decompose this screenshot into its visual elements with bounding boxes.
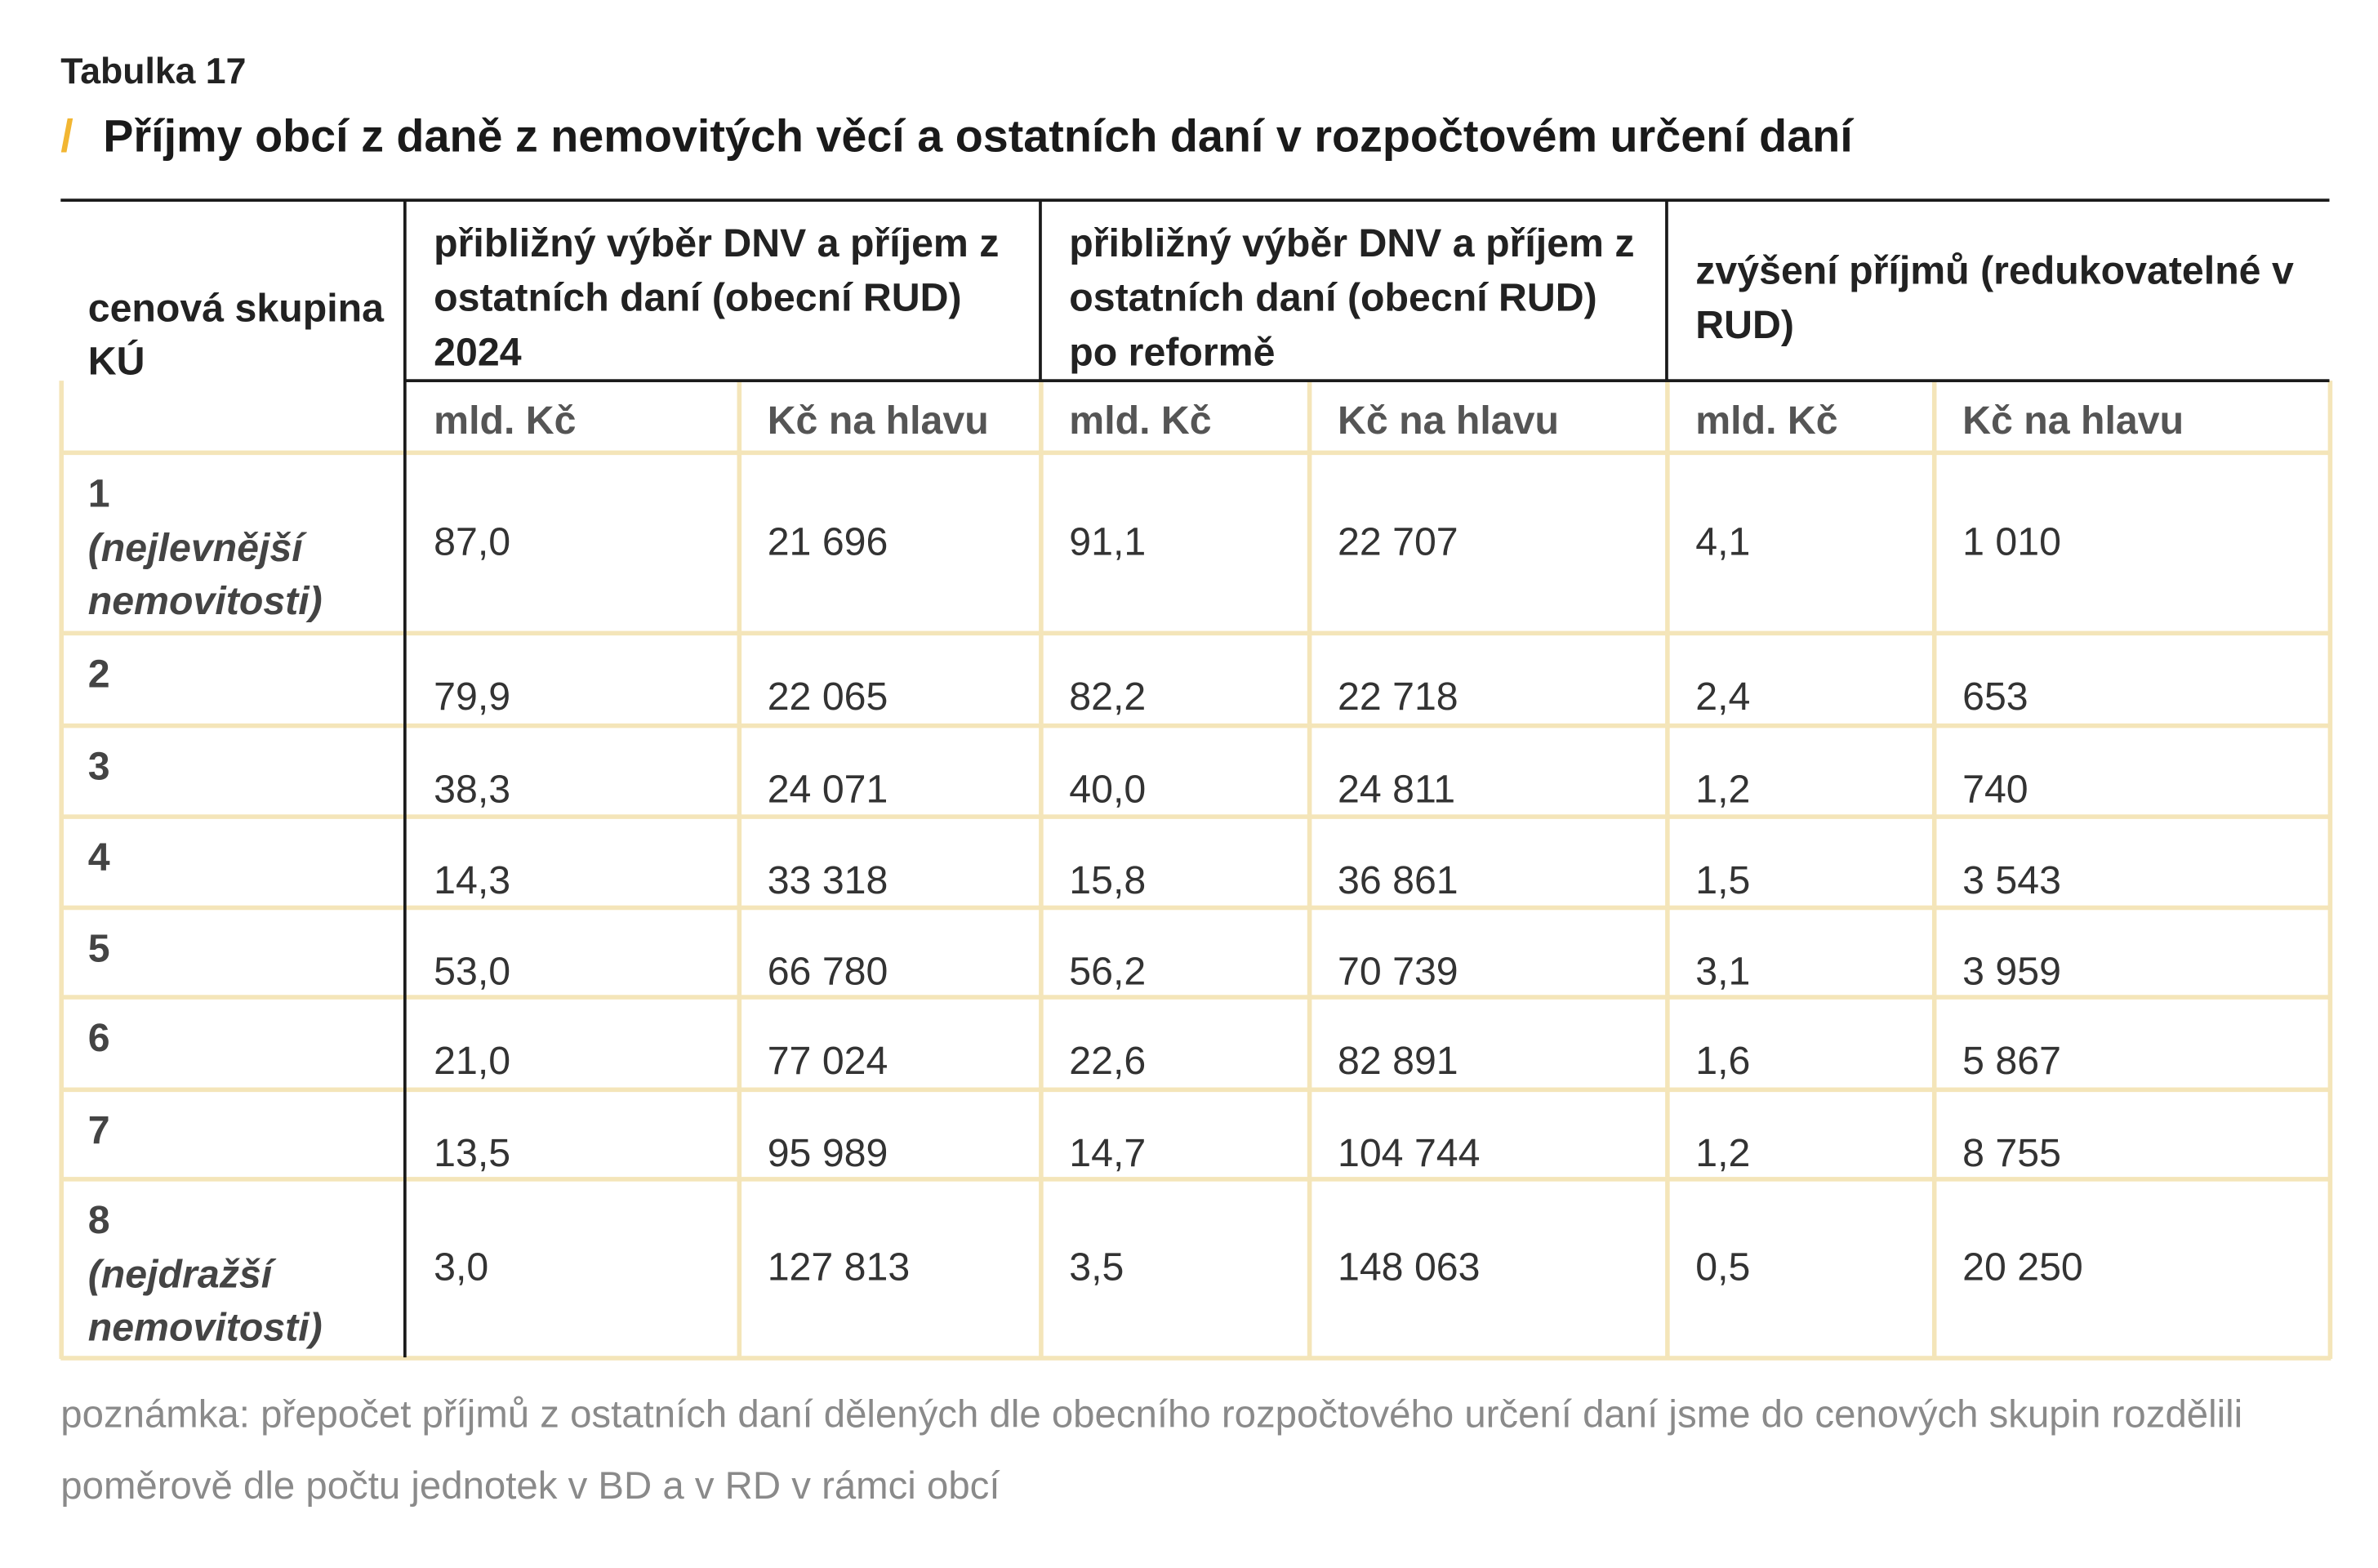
cell: 22 065: [767, 673, 888, 719]
cell: 127 813: [767, 1243, 911, 1290]
rule: [58, 381, 64, 1359]
cell: 148 063: [1337, 1243, 1481, 1290]
cell: 14,7: [1069, 1129, 1147, 1176]
rule: [1931, 381, 1936, 1359]
cell: 53,0: [434, 947, 511, 994]
cell: 21,0: [434, 1037, 511, 1083]
rule: [60, 198, 2330, 202]
cell: 87,0: [434, 518, 511, 564]
cell: 22 718: [1337, 673, 1458, 719]
rule: [60, 904, 2331, 910]
rule: [404, 379, 2330, 382]
cell: 91,1: [1069, 518, 1147, 564]
rule: [1665, 200, 1668, 381]
cell: 1,2: [1695, 765, 1751, 812]
cell: 0,5: [1695, 1243, 1751, 1290]
row-desc: (nejlevnější nemovitosti): [87, 524, 323, 624]
row-group: 1: [87, 470, 110, 516]
cell: 95 989: [767, 1129, 888, 1176]
group-header: přibližný výběr DNV a příjem z ostatních…: [434, 220, 1000, 375]
table-label: Tabulka 17: [60, 51, 247, 93]
rule: [60, 1086, 2331, 1092]
rule: [403, 200, 407, 1358]
cell: 3 959: [1962, 947, 2061, 994]
cell: 22,6: [1069, 1037, 1147, 1083]
cell: 15,8: [1069, 857, 1147, 902]
cell: 8 755: [1962, 1129, 2061, 1176]
cell: 24 811: [1337, 765, 1456, 812]
cell: 22 707: [1337, 518, 1458, 564]
rule: [60, 449, 2331, 455]
cell: 1,2: [1695, 1129, 1751, 1176]
subheader: mld. Kč: [1069, 397, 1212, 443]
cell: 36 861: [1337, 857, 1458, 902]
group-header: přibližný výběr DNV a příjem z ostatních…: [1069, 220, 1635, 375]
cell: 740: [1962, 765, 2028, 812]
subheader: mld. Kč: [1695, 397, 1838, 443]
row-group: 8: [87, 1196, 110, 1242]
rule: [60, 994, 2331, 999]
row-group: 4: [87, 834, 110, 880]
subheader: Kč na hlavu: [767, 397, 989, 443]
subheader: Kč na hlavu: [1962, 397, 2184, 443]
cell: 33 318: [767, 857, 888, 902]
cell: 5 867: [1962, 1037, 2061, 1083]
cell: 14,3: [434, 857, 511, 902]
cell: 104 744: [1337, 1129, 1481, 1176]
cell: 24 071: [767, 765, 888, 812]
rule: [60, 1176, 2331, 1181]
cell: 79,9: [434, 673, 511, 719]
rule: [60, 630, 2331, 635]
cell: 1 010: [1962, 518, 2061, 564]
cell: 1,6: [1695, 1037, 1751, 1083]
cell: 77 024: [767, 1037, 888, 1083]
row-group: 3: [87, 742, 110, 789]
subheader: Kč na hlavu: [1337, 397, 1559, 443]
corner-header: cenová skupina KÚ: [87, 285, 384, 384]
cell: 13,5: [434, 1129, 511, 1176]
cell: 56,2: [1069, 947, 1147, 994]
cell: 38,3: [434, 765, 511, 812]
cell: 1,5: [1695, 857, 1751, 902]
rule: [60, 1355, 2331, 1360]
group-header: zvýšení příjmů (redukovatelné v RUD): [1695, 247, 2294, 348]
cell: 4,1: [1695, 518, 1751, 564]
cell: 21 696: [767, 518, 888, 564]
cell: 82,2: [1069, 673, 1147, 719]
row-group: 5: [87, 924, 110, 971]
cell: 20 250: [1962, 1243, 2083, 1290]
subheader: mld. Kč: [434, 397, 577, 443]
cell: 3,1: [1695, 947, 1751, 994]
rule: [60, 813, 2331, 818]
cell: 653: [1962, 673, 2028, 719]
cell: 82 891: [1337, 1037, 1458, 1083]
cell: 40,0: [1069, 765, 1147, 812]
rule: [2327, 381, 2332, 1359]
title-slash: /: [60, 112, 73, 163]
rule: [60, 722, 2331, 728]
cell: 3,5: [1069, 1243, 1124, 1290]
cell: 3,0: [434, 1243, 489, 1290]
rule: [1039, 200, 1042, 381]
cell: 66 780: [767, 947, 888, 994]
row-desc: (nejdražší nemovitosti): [87, 1251, 323, 1350]
cell: 2,4: [1695, 673, 1751, 719]
row-group: 2: [87, 650, 110, 697]
row-group: 7: [87, 1107, 110, 1153]
rule: [736, 381, 741, 1359]
title: Příjmy obcí z daně z nemovitých věcí a o…: [103, 112, 1853, 163]
rule: [1664, 381, 1669, 1359]
rule: [1038, 381, 1043, 1359]
row-group: 6: [87, 1014, 110, 1061]
rule: [1306, 381, 1311, 1359]
note: poznámka: přepočet příjmů z ostatních da…: [60, 1393, 2243, 1508]
cell: 70 739: [1337, 947, 1458, 994]
cell: 3 543: [1962, 857, 2061, 902]
